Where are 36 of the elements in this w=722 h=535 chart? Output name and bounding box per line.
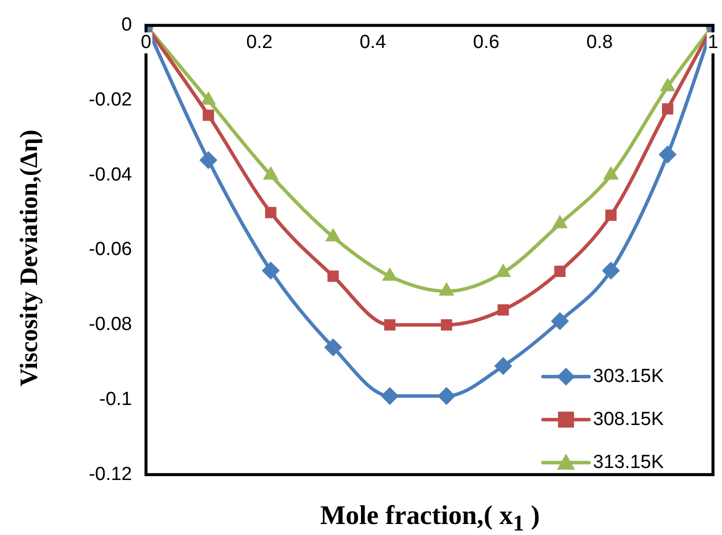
y-tick-label: -0.1	[99, 388, 132, 410]
legend-label: 308.15K	[593, 408, 664, 430]
x-tick-label: 0.2	[246, 32, 273, 54]
point	[438, 386, 456, 405]
x-tick-label: 1	[708, 32, 718, 54]
point	[324, 338, 342, 356]
x-axis-title: Mole fraction,( x$_{1}$ )	[319, 500, 541, 535]
y-tick-label: -0.12	[88, 464, 132, 485]
y-tick-label: -0.06	[88, 239, 132, 260]
point	[662, 103, 674, 115]
point	[605, 210, 617, 221]
point	[380, 386, 399, 405]
legend-label: 303.15K	[593, 366, 664, 387]
point	[384, 319, 396, 331]
y-axis-title: Viscosity Deviation,(Δη)	[16, 130, 44, 386]
x-tick-label: 0	[140, 32, 152, 54]
point	[440, 319, 452, 331]
x-tick-label: 0.6	[472, 32, 500, 54]
point	[262, 262, 280, 280]
point	[498, 304, 509, 316]
point	[199, 151, 218, 170]
point	[658, 146, 677, 164]
point	[602, 262, 620, 280]
y-tick-label: -0.02	[88, 90, 132, 110]
point	[327, 270, 339, 282]
point	[494, 357, 512, 376]
point	[202, 110, 214, 121]
point	[550, 312, 569, 330]
y-tick-label: -0.08	[88, 314, 132, 336]
y-tick-label: 0	[121, 14, 132, 36]
legend-label: 313.15K	[593, 452, 664, 473]
point	[554, 266, 566, 277]
x-tick-label: 0.8	[586, 32, 613, 54]
x-tick-label: 0.4	[360, 32, 386, 54]
y-tick-label: -0.04	[88, 164, 132, 186]
point	[265, 206, 276, 218]
